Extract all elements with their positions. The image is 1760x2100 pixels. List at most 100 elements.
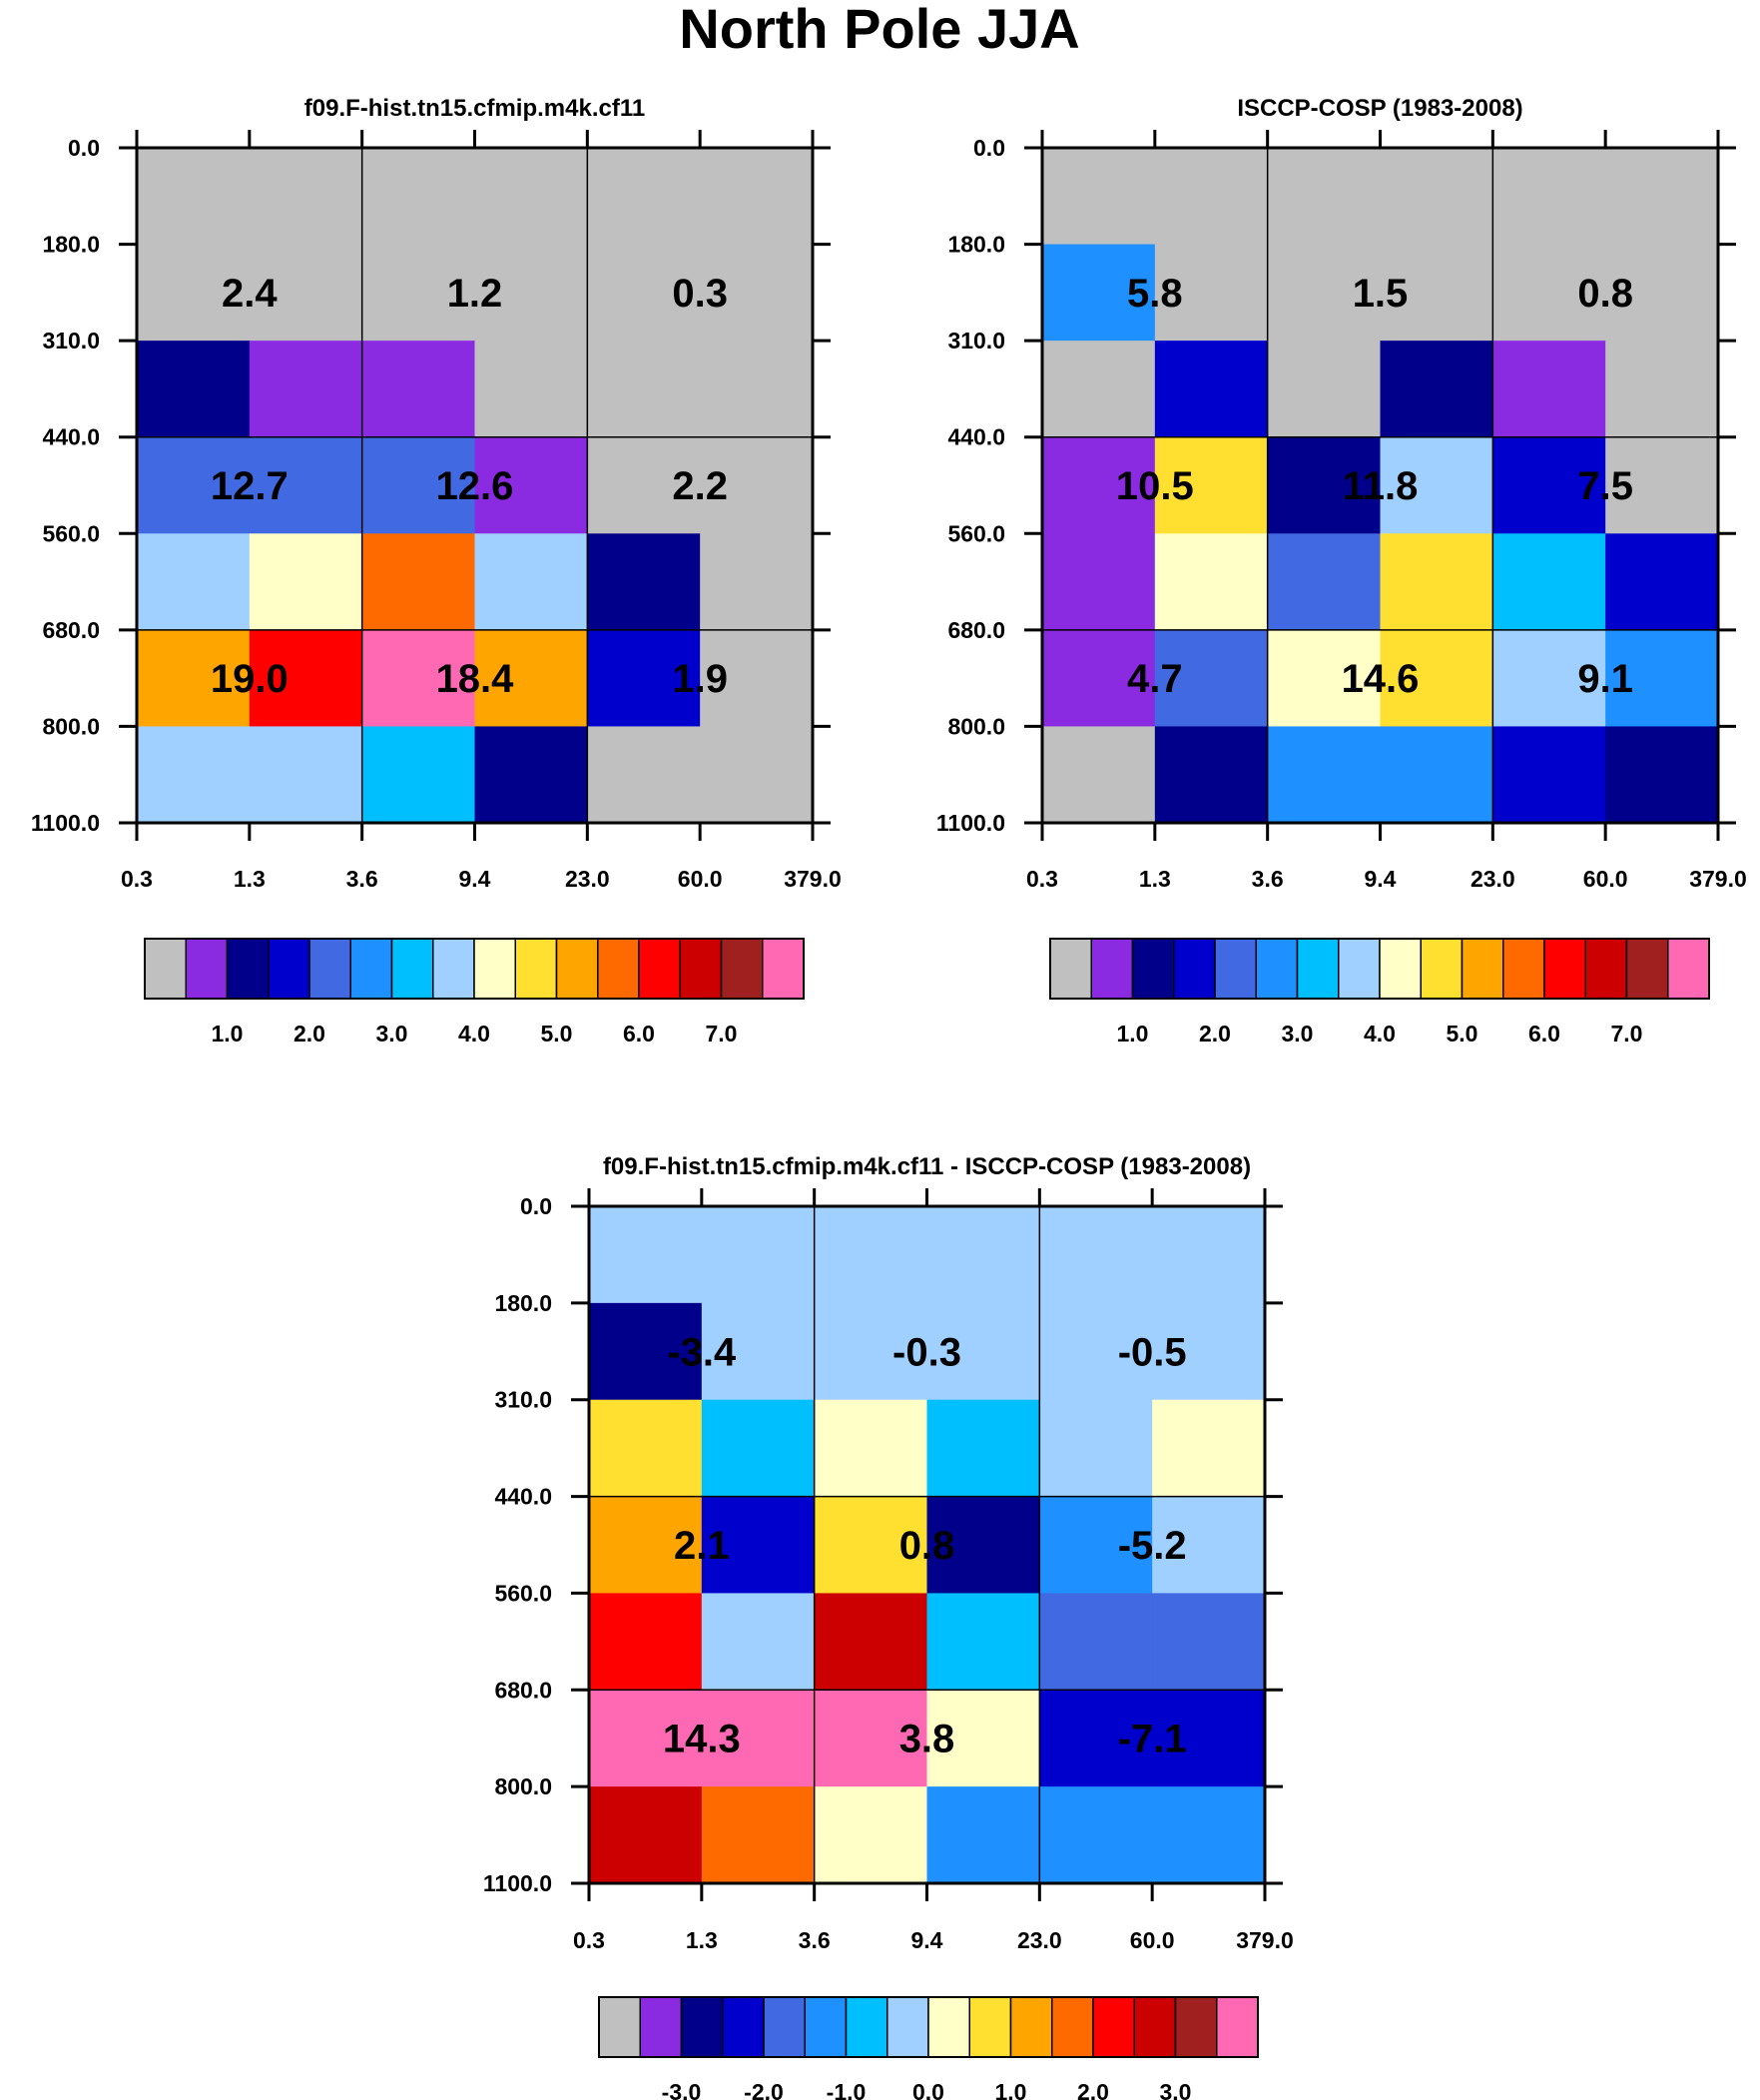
- heatmap-cell: [1605, 533, 1719, 631]
- group-sum-label: 9.1: [1577, 657, 1633, 701]
- heatmap-cell: [1039, 1302, 1153, 1401]
- x-tick-label: 0.3: [121, 866, 153, 892]
- heatmap-cell: [1042, 341, 1156, 438]
- heatmap-cell: [249, 533, 363, 631]
- colorbar-box: [1543, 938, 1586, 1000]
- heatmap-cell: [361, 148, 476, 246]
- heatmap-cell: [926, 1786, 1040, 1884]
- heatmap-cell: [1605, 148, 1719, 246]
- heatmap-cell: [1605, 629, 1719, 728]
- colorbar: 1.0 2.0 3.0 4.0 5.0 6.0 7.0: [1049, 938, 1710, 1047]
- y-tick-label: 310.0: [42, 328, 100, 353]
- x-tick-label: 3.6: [346, 866, 378, 892]
- heatmap-cell: [587, 629, 701, 728]
- colorbar-box: [1009, 1996, 1053, 2058]
- colorbar-box: [390, 938, 434, 1000]
- group-sum-label: 2.4: [222, 272, 278, 316]
- heatmap-cell: [1152, 1206, 1266, 1304]
- x-tick-label: 60.0: [1583, 866, 1628, 892]
- heatmap-cell: [1605, 726, 1719, 824]
- colorbar-label: 1.0: [1117, 1021, 1149, 1047]
- heatmap-cell: [137, 533, 251, 631]
- colorbar-box: [968, 1996, 1012, 2058]
- heatmap-cell: [700, 436, 814, 534]
- colorbar-box: [1461, 938, 1504, 1000]
- colorbar-box: [679, 938, 723, 1000]
- heatmap-cell: [361, 244, 476, 342]
- y-tick-label: 440.0: [947, 424, 1005, 450]
- heatmap-cell: [249, 244, 363, 342]
- colorbar-label: 5.0: [1447, 1021, 1478, 1047]
- colorbar-frame: [598, 1996, 1259, 2058]
- heatmap-cell: [701, 1496, 816, 1595]
- heatmap-cell: [1154, 244, 1269, 342]
- x-tick-label: 60.0: [678, 866, 723, 892]
- heatmap-cell: [137, 726, 251, 824]
- heatmap-cell: [701, 1690, 816, 1787]
- y-tick-label: 180.0: [42, 232, 100, 258]
- colorbar-box: [555, 938, 599, 1000]
- colorbar-box: [1092, 1996, 1135, 2058]
- colorbar-box: [1173, 938, 1216, 1000]
- heatmap-cell: [701, 1786, 816, 1884]
- heatmap-cell: [700, 533, 814, 631]
- heatmap-cell: [1267, 341, 1382, 438]
- group-sum-label: 10.5: [1116, 464, 1194, 508]
- heatmap-cell: [1042, 436, 1156, 534]
- colorbar-box: [144, 938, 187, 1000]
- colorbar-box: [845, 1996, 888, 2058]
- heatmap-cell: [1154, 629, 1269, 728]
- heatmap-cell: [1039, 1399, 1153, 1498]
- heatmap-cell: [701, 1206, 816, 1304]
- y-tick-label: 1100.0: [483, 1870, 552, 1896]
- heatmap-cell: [249, 629, 363, 728]
- heatmap-cell: [1380, 436, 1493, 534]
- heatmap-cell: [137, 436, 251, 534]
- heatmap-cell: [249, 726, 363, 824]
- heatmap-cell: [249, 341, 363, 438]
- colorbar-label: 2.0: [293, 1021, 325, 1047]
- heatmap-cell: [361, 341, 476, 438]
- heatmap-cell: [1380, 244, 1493, 342]
- heatmap-cell: [1605, 244, 1719, 342]
- heatmap-cell: [474, 244, 588, 342]
- group-sum-label: 0.8: [1577, 272, 1633, 316]
- group-sum-label: -7.1: [1118, 1718, 1187, 1761]
- x-tick-label: 379.0: [1236, 1927, 1294, 1953]
- heatmap-cell: [814, 1593, 928, 1691]
- colorbar-box: [1131, 938, 1175, 1000]
- colorbar-label: 7.0: [1611, 1021, 1643, 1047]
- heatmap-cell: [1042, 148, 1156, 246]
- colorbar-label: -1.0: [827, 2079, 867, 2100]
- colorbar-label: 1.0: [212, 1021, 244, 1047]
- heatmap-cell: [249, 436, 363, 534]
- group-sum-label: 12.6: [436, 464, 514, 508]
- group-sum-label: -0.5: [1118, 1330, 1187, 1374]
- heatmap-cell: [1039, 1496, 1153, 1595]
- group-sum-label: 1.5: [1353, 272, 1409, 316]
- y-tick-label: 680.0: [42, 617, 100, 643]
- heatmap-cell: [474, 726, 588, 824]
- colorbar-box: [1379, 938, 1422, 1000]
- heatmap-cell: [1267, 533, 1382, 631]
- group-sum-label: 18.4: [436, 657, 515, 701]
- heatmap-cell: [1380, 341, 1493, 438]
- colorbar-box: [1420, 938, 1464, 1000]
- group-sum-label: 0.8: [899, 1524, 955, 1568]
- group-sum-label: 14.6: [1342, 657, 1420, 701]
- heatmap-cell: [1039, 1593, 1153, 1691]
- colorbar-box: [1090, 938, 1134, 1000]
- heatmap-cell: [361, 629, 476, 728]
- heatmap-cell: [1492, 148, 1606, 246]
- panels: f09.F-hist.tn15.cfmip.m4k.cf11 0.0 180.0 31…: [31, 95, 1747, 2100]
- group-sum-label: 5.8: [1127, 272, 1183, 316]
- heatmap-cell: [814, 1496, 928, 1595]
- colorbar-label: 1.0: [995, 2079, 1027, 2100]
- colorbar-box: [349, 938, 393, 1000]
- x-tick-label: 1.3: [234, 866, 266, 892]
- colorbar-box: [720, 938, 764, 1000]
- panel-title: ISCCP-COSP (1983-2008): [1237, 95, 1522, 122]
- heatmap-cell: [1154, 533, 1269, 631]
- heatmap-cell: [587, 533, 701, 631]
